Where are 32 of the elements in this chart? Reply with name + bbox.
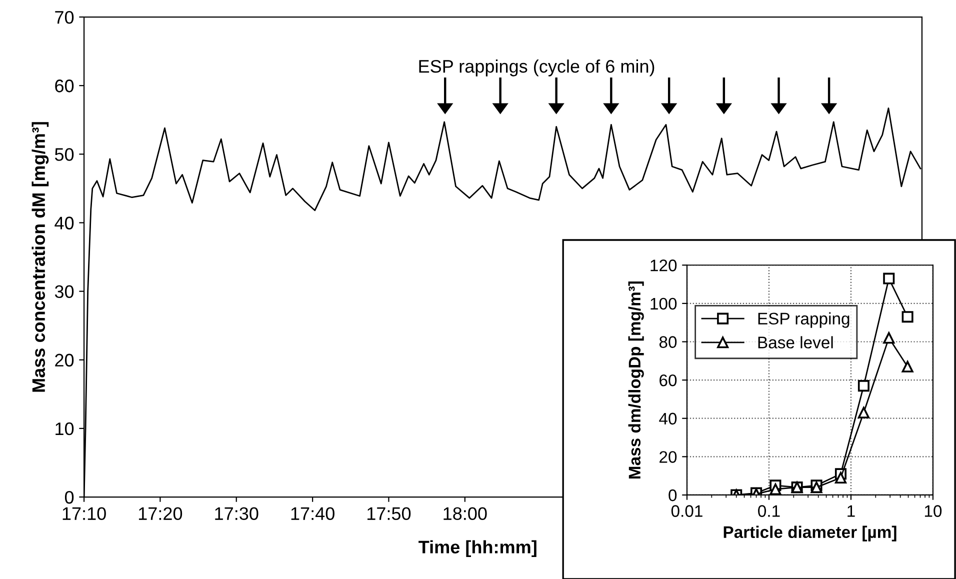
- x-tick-label: 17:50: [368, 507, 411, 520]
- y-tick-label: 40: [54, 216, 74, 230]
- y-tick-label: 70: [55, 10, 74, 24]
- x-tick-label: 10: [924, 505, 942, 517]
- y-axis-title: Mass concentration dM [mg/m³]: [32, 122, 49, 392]
- y-tick-label: 50: [54, 148, 74, 161]
- x-tick-label: 1: [848, 505, 855, 517]
- y-tick-label: 60: [660, 374, 677, 386]
- y-tick-label: 60: [55, 80, 74, 92]
- y-tick-label: 120: [650, 260, 677, 272]
- y-tick-label: 80: [659, 336, 677, 348]
- y-tick-label: 20: [660, 451, 677, 463]
- x-axis-title: Time [hh:mm]: [418, 540, 536, 558]
- x-tick-label: 0.01: [671, 505, 702, 517]
- x-tick-label: 17:20: [138, 507, 182, 520]
- legend-label: Base level: [758, 336, 833, 348]
- annotation: ESP rappings (cycle of 6 min): [419, 59, 654, 76]
- y-axis-title: Mass dm/dlogDp [mg/m³]: [628, 281, 644, 478]
- y-tick-label: 20: [55, 354, 74, 367]
- x-axis-title: Particle diameter [µm]: [724, 526, 896, 542]
- x-tick-label: 17:40: [291, 507, 334, 520]
- x-tick-label: 0.1: [758, 505, 780, 517]
- y-tick-label: 0: [64, 490, 74, 504]
- x-tick-label: 17:30: [215, 507, 258, 520]
- y-tick-label: 100: [650, 298, 677, 310]
- legend-label: ESP rapping: [758, 312, 850, 328]
- x-tick-label: 18:00: [444, 507, 487, 520]
- y-tick-label: 10: [56, 422, 74, 436]
- y-tick-label: 30: [54, 285, 74, 298]
- x-tick-label: 17:10: [62, 507, 106, 520]
- y-tick-label: 0: [668, 489, 677, 502]
- y-tick-label: 40: [659, 412, 677, 425]
